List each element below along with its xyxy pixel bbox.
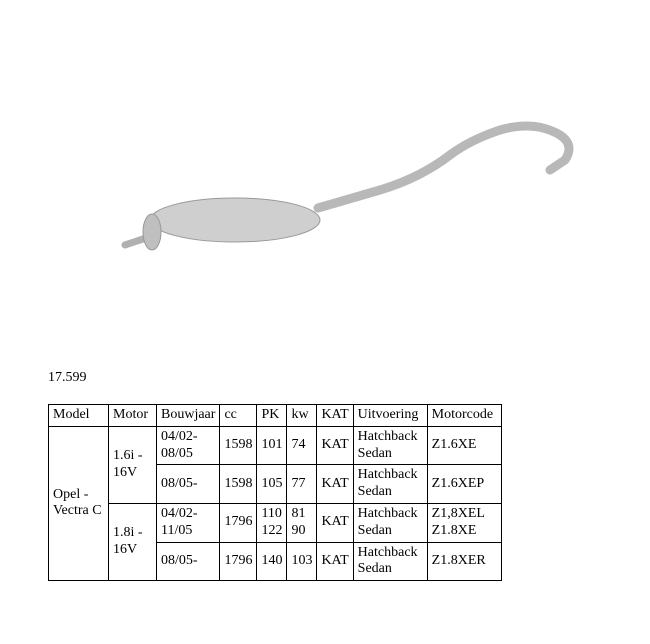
header-model: Model (49, 405, 109, 427)
cell-cc: 1598 (220, 465, 257, 504)
cell-bouwjaar: 08/05- (157, 465, 220, 504)
cell-bouwjaar: 04/02-11/05 (157, 503, 220, 542)
cell-motorcode: Z1.6XE (427, 426, 501, 465)
cell-uitvoering: Hatchback Sedan (353, 542, 427, 581)
cell-bouwjaar: 04/02-08/05 (157, 426, 220, 465)
header-bouwjaar: Bouwjaar (157, 405, 220, 427)
part-number: 17.599 (48, 370, 87, 386)
header-kat: KAT (317, 405, 353, 427)
cell-kat: KAT (317, 426, 353, 465)
cell-kw: 74 (287, 426, 317, 465)
header-motorcode: Motorcode (427, 405, 501, 427)
cell-kat: KAT (317, 503, 353, 542)
cell-pk: 105 (257, 465, 287, 504)
cell-kat: KAT (317, 542, 353, 581)
table-header-row: Model Motor Bouwjaar cc PK kw KAT Uitvoe… (49, 405, 502, 427)
header-cc: cc (220, 405, 257, 427)
product-image (40, 80, 610, 280)
cell-pk: 101 (257, 426, 287, 465)
cell-kw: 81 90 (287, 503, 317, 542)
cell-uitvoering: Hatchback Sedan (353, 503, 427, 542)
header-uitvoering: Uitvoering (353, 405, 427, 427)
cell-kw: 77 (287, 465, 317, 504)
cell-uitvoering: Hatchback Sedan (353, 426, 427, 465)
cell-bouwjaar: 08/05- (157, 542, 220, 581)
cell-cc: 1796 (220, 542, 257, 581)
header-kw: kw (287, 405, 317, 427)
table-row: 1.8i - 16V 04/02-11/05 1796 110 122 81 9… (49, 503, 502, 542)
cell-model: Opel - Vectra C (49, 426, 109, 580)
cell-pk: 140 (257, 542, 287, 581)
cell-kat: KAT (317, 465, 353, 504)
cell-motor: 1.6i - 16V (109, 426, 157, 503)
cell-uitvoering: Hatchback Sedan (353, 465, 427, 504)
cell-motorcode: Z1.8XER (427, 542, 501, 581)
cell-kw: 103 (287, 542, 317, 581)
header-pk: PK (257, 405, 287, 427)
header-motor: Motor (109, 405, 157, 427)
table-row: Opel - Vectra C 1.6i - 16V 04/02-08/05 1… (49, 426, 502, 465)
cell-pk: 110 122 (257, 503, 287, 542)
cell-motor: 1.8i - 16V (109, 503, 157, 580)
exhaust-pipe-icon (40, 80, 610, 280)
cell-cc: 1598 (220, 426, 257, 465)
cell-motorcode: Z1.6XEP (427, 465, 501, 504)
cell-cc: 1796 (220, 503, 257, 542)
spec-table: Model Motor Bouwjaar cc PK kw KAT Uitvoe… (48, 404, 502, 581)
cell-motorcode: Z1,8XEL Z1.8XE (427, 503, 501, 542)
